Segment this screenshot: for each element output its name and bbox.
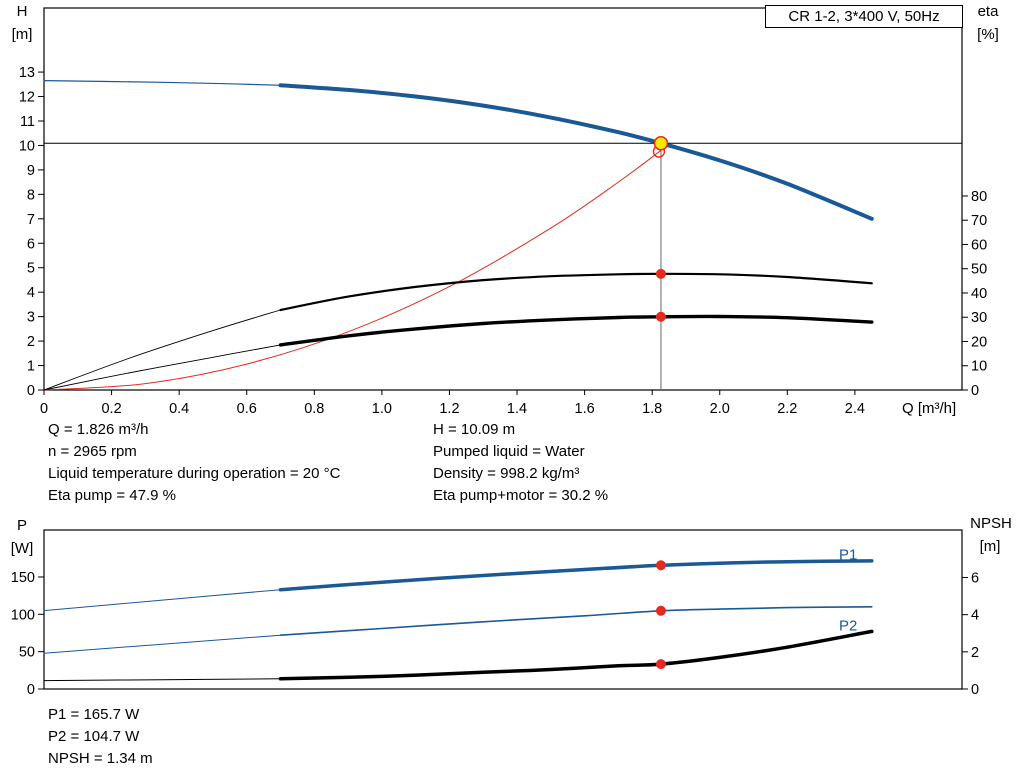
p-axis-unit: [W] — [10, 540, 34, 557]
npsh-curve-thin — [43, 678, 281, 682]
y-tick-left-label: 100 — [11, 607, 35, 623]
readout-npsh: NPSH = 1.34 m — [48, 750, 153, 767]
eta-pump-motor-duty-dot — [655, 311, 666, 322]
x-tick-label: 0.8 — [304, 401, 324, 417]
npsh-axis-unit: [m] — [979, 538, 1001, 555]
y-tick-left-label: 150 — [11, 570, 35, 586]
p1-curve — [278, 559, 874, 592]
p2-duty-dot — [655, 605, 666, 616]
p1-duty-dot — [655, 560, 666, 571]
y-tick-left-label: 9 — [27, 163, 35, 179]
curve-label-p1: P1 — [839, 547, 857, 564]
x-tick-label: 1.0 — [372, 401, 392, 417]
y-tick-left-label: 3 — [27, 310, 35, 326]
y-tick-right-label: 50 — [971, 262, 987, 278]
p2-curve-thin — [43, 634, 281, 654]
readout-eta-pump-motor: Eta pump+motor = 30.2 % — [433, 487, 609, 504]
readout-density: Density = 998.2 kg/m³ — [433, 465, 580, 482]
eta-pump-motor-curve-thin — [43, 344, 281, 391]
y-tick-left-label: 5 — [27, 261, 35, 277]
readout-eta-pump: Eta pump = 47.9 % — [48, 487, 176, 504]
pump-model-title-box: CR 1-2, 3*400 V, 50Hz — [765, 5, 963, 28]
npsh-curve — [278, 629, 874, 681]
y-tick-right-label: 60 — [971, 237, 987, 253]
pump-curve — [278, 83, 874, 221]
y-tick-right-label: 30 — [971, 310, 987, 326]
y-tick-right-label: 0 — [971, 682, 979, 698]
x-tick-label: 2.4 — [845, 401, 865, 417]
readout-liquid-temp: Liquid temperature during operation = 20… — [48, 465, 341, 482]
duty-readouts-right: H = 10.09 m Pumped liquid = Water Densit… — [433, 419, 608, 507]
readout-p1: P1 = 165.7 W — [48, 706, 140, 723]
x-tick-label: 2.2 — [777, 401, 797, 417]
y-tick-right-label: 6 — [971, 570, 979, 586]
p1-curve-thin — [43, 589, 281, 612]
x-tick-label: 1.4 — [507, 401, 527, 417]
p-axis-label: P — [16, 517, 27, 534]
eta-pump-curve — [279, 272, 873, 312]
y-tick-left-label: 12 — [19, 90, 35, 106]
x-tick-label: 1.2 — [439, 401, 459, 417]
duty-point-marker[interactable] — [653, 135, 669, 151]
y-tick-left-label: 0 — [27, 383, 35, 399]
y-tick-right-label: 0 — [971, 383, 979, 399]
x-tick-label: 1.6 — [575, 401, 595, 417]
q-axis-label: Q [m³/h] — [902, 400, 957, 417]
y-tick-left-label: 7 — [27, 212, 35, 228]
y-tick-left-label: 4 — [27, 285, 35, 301]
y-tick-left-label: 11 — [20, 114, 35, 130]
h-axis-label: H — [16, 3, 28, 20]
y-tick-left-label: 1 — [27, 359, 35, 375]
y-tick-left-label: 13 — [19, 65, 35, 81]
eta-pump-motor-curve — [278, 314, 874, 347]
eta-axis-label: eta — [977, 3, 999, 20]
y-tick-left-label: 0 — [27, 682, 35, 698]
x-tick-label: 2.0 — [710, 401, 730, 417]
curve-label-p2: P2 — [839, 618, 857, 635]
y-tick-right-label: 2 — [971, 645, 979, 661]
eta-axis-unit: [%] — [977, 26, 999, 43]
x-tick-label: 1.8 — [642, 401, 662, 417]
y-tick-right-label: 70 — [971, 213, 987, 229]
system-curve — [43, 149, 662, 391]
h-axis-unit: [m] — [11, 26, 33, 43]
y-tick-left-label: 8 — [27, 187, 35, 203]
npsh-axis-label: NPSH — [970, 515, 1012, 532]
y-tick-right-label: 20 — [971, 334, 987, 350]
power-readouts: P1 = 165.7 W P2 = 104.7 W NPSH = 1.34 m — [48, 704, 153, 770]
x-tick-label: 0.4 — [169, 401, 189, 417]
readout-p2: P2 = 104.7 W — [48, 728, 140, 745]
eta-pump-duty-dot — [655, 268, 666, 279]
y-tick-left-label: 6 — [27, 236, 35, 252]
npsh-duty-dot — [655, 659, 666, 670]
readout-flow: Q = 1.826 m³/h — [48, 421, 149, 438]
eta-pump-curve-thin — [43, 309, 281, 391]
plot-border — [43, 7, 963, 391]
x-tick-label: 0.2 — [101, 401, 121, 417]
y-tick-left-label: 50 — [19, 645, 35, 661]
pump-curve-thin — [43, 80, 282, 86]
readout-head: H = 10.09 m — [433, 421, 516, 438]
y-tick-right-label: 80 — [971, 189, 987, 205]
readout-speed: n = 2965 rpm — [48, 443, 137, 460]
y-tick-left-label: 2 — [27, 334, 35, 350]
y-tick-right-label: 4 — [971, 608, 979, 624]
y-tick-right-label: 40 — [971, 286, 987, 302]
y-tick-right-label: 10 — [971, 359, 987, 375]
x-tick-label: 0 — [40, 401, 48, 417]
readout-pumped-liquid: Pumped liquid = Water — [433, 443, 585, 460]
y-tick-left-label: 10 — [19, 138, 35, 154]
x-tick-label: 0.6 — [237, 401, 257, 417]
duty-readouts-left: Q = 1.826 m³/h n = 2965 rpm Liquid tempe… — [48, 419, 340, 507]
p2-curve — [279, 606, 873, 636]
plot-border — [43, 529, 963, 690]
